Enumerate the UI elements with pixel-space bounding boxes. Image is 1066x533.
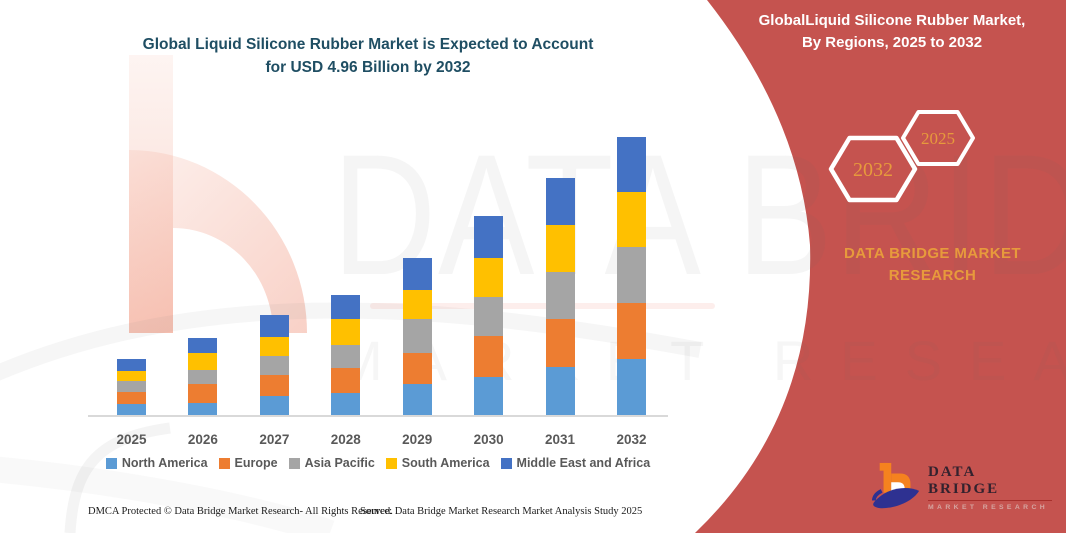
- bar-segment-middle-east-and-africa: [331, 295, 361, 319]
- bar-segment-asia-pacific: [545, 272, 575, 320]
- chart-title-line1: Global Liquid Silicone Rubber Market is …: [142, 36, 594, 53]
- brand-line1: DATA BRIDGE MARKET: [844, 245, 1021, 262]
- bar-2027: 2027: [259, 314, 289, 447]
- legend-swatch: [218, 457, 230, 469]
- bar-segment-north-america: [331, 393, 361, 415]
- legend-label: North America: [121, 456, 208, 470]
- legend-label: Middle East and Africa: [516, 456, 651, 470]
- bar-segment-asia-pacific: [331, 344, 361, 369]
- bar-segment-south-america: [545, 224, 575, 273]
- legend-label: Asia Pacific: [304, 456, 375, 470]
- brand-line2: RESEARCH: [888, 267, 977, 284]
- bar-segment-asia-pacific: [117, 380, 146, 393]
- bar-2029: 2029: [402, 257, 432, 447]
- bar-2026: 2026: [188, 337, 218, 447]
- legend-item-north-america: North America: [105, 456, 208, 470]
- bar-segment-north-america: [474, 376, 504, 415]
- hexagon-2032: 2032: [828, 135, 918, 203]
- side-heading-line1: GlobalLiquid Silicone Rubber Market,: [758, 12, 1026, 29]
- logo-divider: [928, 499, 1052, 501]
- watermark-b-logo-stem: [129, 55, 173, 333]
- chart-title-line2: for USD 4.96 Billion by 2032: [265, 59, 471, 76]
- legend-swatch: [500, 457, 512, 469]
- bar-segment-north-america: [117, 403, 146, 415]
- legend-label: South America: [401, 456, 490, 470]
- x-axis-label-2028: 2028: [330, 432, 361, 447]
- bar-segment-europe: [188, 384, 218, 403]
- logo-text-block: DATA BRIDGE MARKET RESEARCH: [928, 464, 1052, 511]
- bar-segment-middle-east-and-africa: [402, 257, 432, 291]
- bar-segment-europe: [259, 374, 289, 396]
- watermark-underline: [370, 303, 715, 309]
- bar-segment-south-america: [188, 352, 218, 371]
- bar-segment-asia-pacific: [188, 370, 218, 385]
- legend-swatch: [105, 457, 117, 469]
- bar-2028: 2028: [331, 295, 361, 447]
- bar-2031: 2031: [545, 177, 575, 447]
- side-panel-brand: DATA BRIDGE MARKET RESEARCH: [810, 243, 1055, 287]
- bar-segment-asia-pacific: [402, 319, 432, 353]
- side-heading-line2: By Regions, 2025 to 2032: [801, 34, 983, 51]
- hexagon-2025: 2025: [901, 110, 975, 166]
- legend-item-asia-pacific: Asia Pacific: [288, 456, 375, 470]
- x-axis-label-2026: 2026: [187, 432, 218, 447]
- bar-segment-europe: [331, 368, 361, 394]
- bar-segment-south-america: [402, 290, 432, 320]
- bar-segment-europe: [474, 336, 504, 377]
- legend-item-europe: Europe: [218, 456, 278, 470]
- bar-segment-south-america: [617, 191, 646, 247]
- bar-segment-south-america: [474, 258, 504, 297]
- logo-name: DATA BRIDGE: [928, 463, 1000, 497]
- footer-dmca-text: DMCA Protected © Data Bridge Market Rese…: [88, 506, 393, 517]
- bar-segment-north-america: [545, 367, 575, 415]
- bar-segment-asia-pacific: [259, 355, 289, 375]
- legend-item-south-america: South America: [385, 456, 490, 470]
- bar-segment-europe: [117, 392, 146, 404]
- bar-segment-europe: [617, 303, 646, 359]
- x-axis-label-2025: 2025: [116, 432, 147, 447]
- hexagon-2025-label: 2025: [921, 129, 955, 148]
- bar-segment-asia-pacific: [617, 247, 646, 303]
- x-axis-label-2029: 2029: [402, 432, 433, 447]
- plot-area: 2025 2026 2027 2028 2029 2030 2031 2032: [88, 120, 668, 447]
- hexagon-2032-label: 2032: [853, 159, 893, 181]
- bar-segment-europe: [402, 352, 432, 384]
- x-axis-label-2027: 2027: [259, 432, 290, 447]
- legend-item-middle-east-and-africa: Middle East and Africa: [500, 456, 651, 470]
- year-hexagons: 2025 2032: [828, 110, 975, 203]
- bar-segment-middle-east-and-africa: [117, 358, 146, 371]
- bar-segment-middle-east-and-africa: [545, 177, 575, 225]
- databridge-logo: DATA BRIDGE MARKET RESEARCH: [872, 456, 1052, 518]
- bar-segment-middle-east-and-africa: [617, 137, 646, 192]
- chart-legend: North America Europe Asia Pacific South Ame…: [88, 456, 668, 470]
- bar-2032: 2032: [616, 137, 647, 447]
- bar-segment-north-america: [259, 396, 289, 415]
- bar-segment-north-america: [617, 359, 646, 415]
- bar-segment-asia-pacific: [474, 296, 504, 337]
- databridge-b-icon: [872, 462, 920, 509]
- bar-segment-middle-east-and-africa: [188, 337, 218, 353]
- footer-source-text: Source: Data Bridge Market Research Mark…: [360, 506, 643, 517]
- bar-2030: 2030: [474, 216, 504, 447]
- x-axis-label-2030: 2030: [473, 432, 504, 447]
- bar-segment-middle-east-and-africa: [259, 314, 289, 337]
- bar-segment-south-america: [331, 318, 361, 345]
- chart-title: Global Liquid Silicone Rubber Market is …: [88, 33, 648, 79]
- x-axis-label-2031: 2031: [545, 432, 576, 447]
- legend-swatch: [385, 457, 397, 469]
- bar-segment-south-america: [117, 370, 146, 381]
- x-axis-label-2032: 2032: [616, 432, 647, 447]
- bar-segment-north-america: [188, 402, 218, 415]
- bar-2025: 2025: [116, 358, 147, 447]
- bar-segment-south-america: [259, 336, 289, 356]
- bar-segment-north-america: [402, 383, 432, 415]
- logo-subtitle: MARKET RESEARCH: [928, 503, 1049, 511]
- bar-segment-europe: [545, 319, 575, 368]
- legend-swatch: [288, 457, 300, 469]
- legend-label: Europe: [234, 456, 278, 470]
- side-panel-heading: GlobalLiquid Silicone Rubber Market, By …: [756, 10, 1028, 54]
- bar-segment-middle-east-and-africa: [474, 216, 504, 259]
